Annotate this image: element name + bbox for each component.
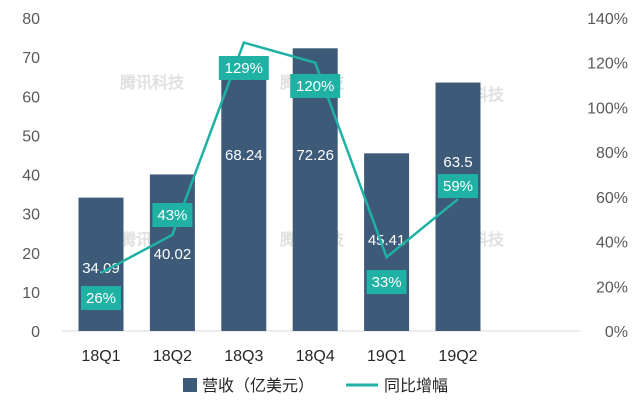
revenue-bar-label: 40.02 xyxy=(154,246,192,263)
left-tick-label: 20 xyxy=(22,246,40,263)
left-axis-ticks: 0 10 20 30 40 50 60 70 80 xyxy=(22,11,40,341)
left-tick-label: 0 xyxy=(31,324,40,341)
right-tick-label: 80% xyxy=(596,145,628,162)
growth-line xyxy=(100,41,459,274)
growth-label: 43% xyxy=(157,207,187,224)
revenue-bar xyxy=(435,82,481,332)
category-label: 19Q2 xyxy=(438,348,477,365)
left-tick-label: 80 xyxy=(22,11,40,28)
revenue-bar xyxy=(149,174,195,331)
growth-label-box xyxy=(290,74,341,98)
growth-label: 33% xyxy=(372,274,402,291)
right-tick-label: 100% xyxy=(587,100,628,117)
category-label: 18Q4 xyxy=(296,348,335,365)
left-tick-label: 70 xyxy=(22,50,40,67)
category-labels: 18Q1 18Q2 18Q3 18Q4 19Q1 19Q2 xyxy=(81,348,477,365)
growth-label: 59% xyxy=(443,178,473,195)
right-tick-label: 40% xyxy=(596,235,628,252)
left-tick-label: 30 xyxy=(22,207,40,224)
growth-label: 129% xyxy=(225,60,263,77)
right-tick-label: 120% xyxy=(587,56,628,73)
right-tick-label: 140% xyxy=(587,11,628,28)
growth-label-box xyxy=(218,56,269,80)
growth-label: 26% xyxy=(86,290,116,307)
right-tick-label: 60% xyxy=(596,190,628,207)
category-label: 19Q1 xyxy=(367,348,406,365)
right-tick-label: 20% xyxy=(596,279,628,296)
growth-line-labels: 26% 43% 129% 120% 33% 59% xyxy=(81,56,478,310)
growth-label-box xyxy=(366,270,407,294)
right-axis-ticks: 0% 20% 40% 60% 80% 100% 120% 140% xyxy=(587,11,628,341)
revenue-bar-label: 34.09 xyxy=(82,260,120,277)
growth-label-box xyxy=(438,174,478,198)
left-tick-label: 50 xyxy=(22,128,40,145)
revenue-bar-label: 45.41 xyxy=(368,232,406,249)
category-label: 18Q2 xyxy=(153,348,192,365)
left-tick-label: 60 xyxy=(22,89,40,106)
legend-swatch-bar xyxy=(183,378,197,392)
growth-label-box xyxy=(81,286,121,310)
legend-label-growth: 同比增幅 xyxy=(384,377,448,395)
growth-label: 120% xyxy=(296,78,334,95)
revenue-bar-labels: 34.09 40.02 68.24 72.26 45.41 63.5 xyxy=(82,147,472,277)
revenue-bar xyxy=(364,153,410,331)
left-tick-label: 40 xyxy=(22,168,40,185)
left-tick-label: 10 xyxy=(22,285,40,302)
legend: 营收（亿美元） 同比增幅 xyxy=(183,377,448,395)
revenue-bar-label: 68.24 xyxy=(225,147,263,164)
revenue-bar xyxy=(221,64,267,332)
growth-label-box xyxy=(152,203,193,227)
category-label: 18Q1 xyxy=(81,348,120,365)
legend-label-revenue: 营收（亿美元） xyxy=(202,377,314,395)
revenue-bar-label: 63.5 xyxy=(443,154,472,171)
right-tick-label: 0% xyxy=(605,324,628,341)
category-label: 18Q3 xyxy=(224,348,263,365)
revenue-bar-label: 72.26 xyxy=(296,147,334,164)
watermark-text: 腾讯科技 xyxy=(120,73,185,92)
